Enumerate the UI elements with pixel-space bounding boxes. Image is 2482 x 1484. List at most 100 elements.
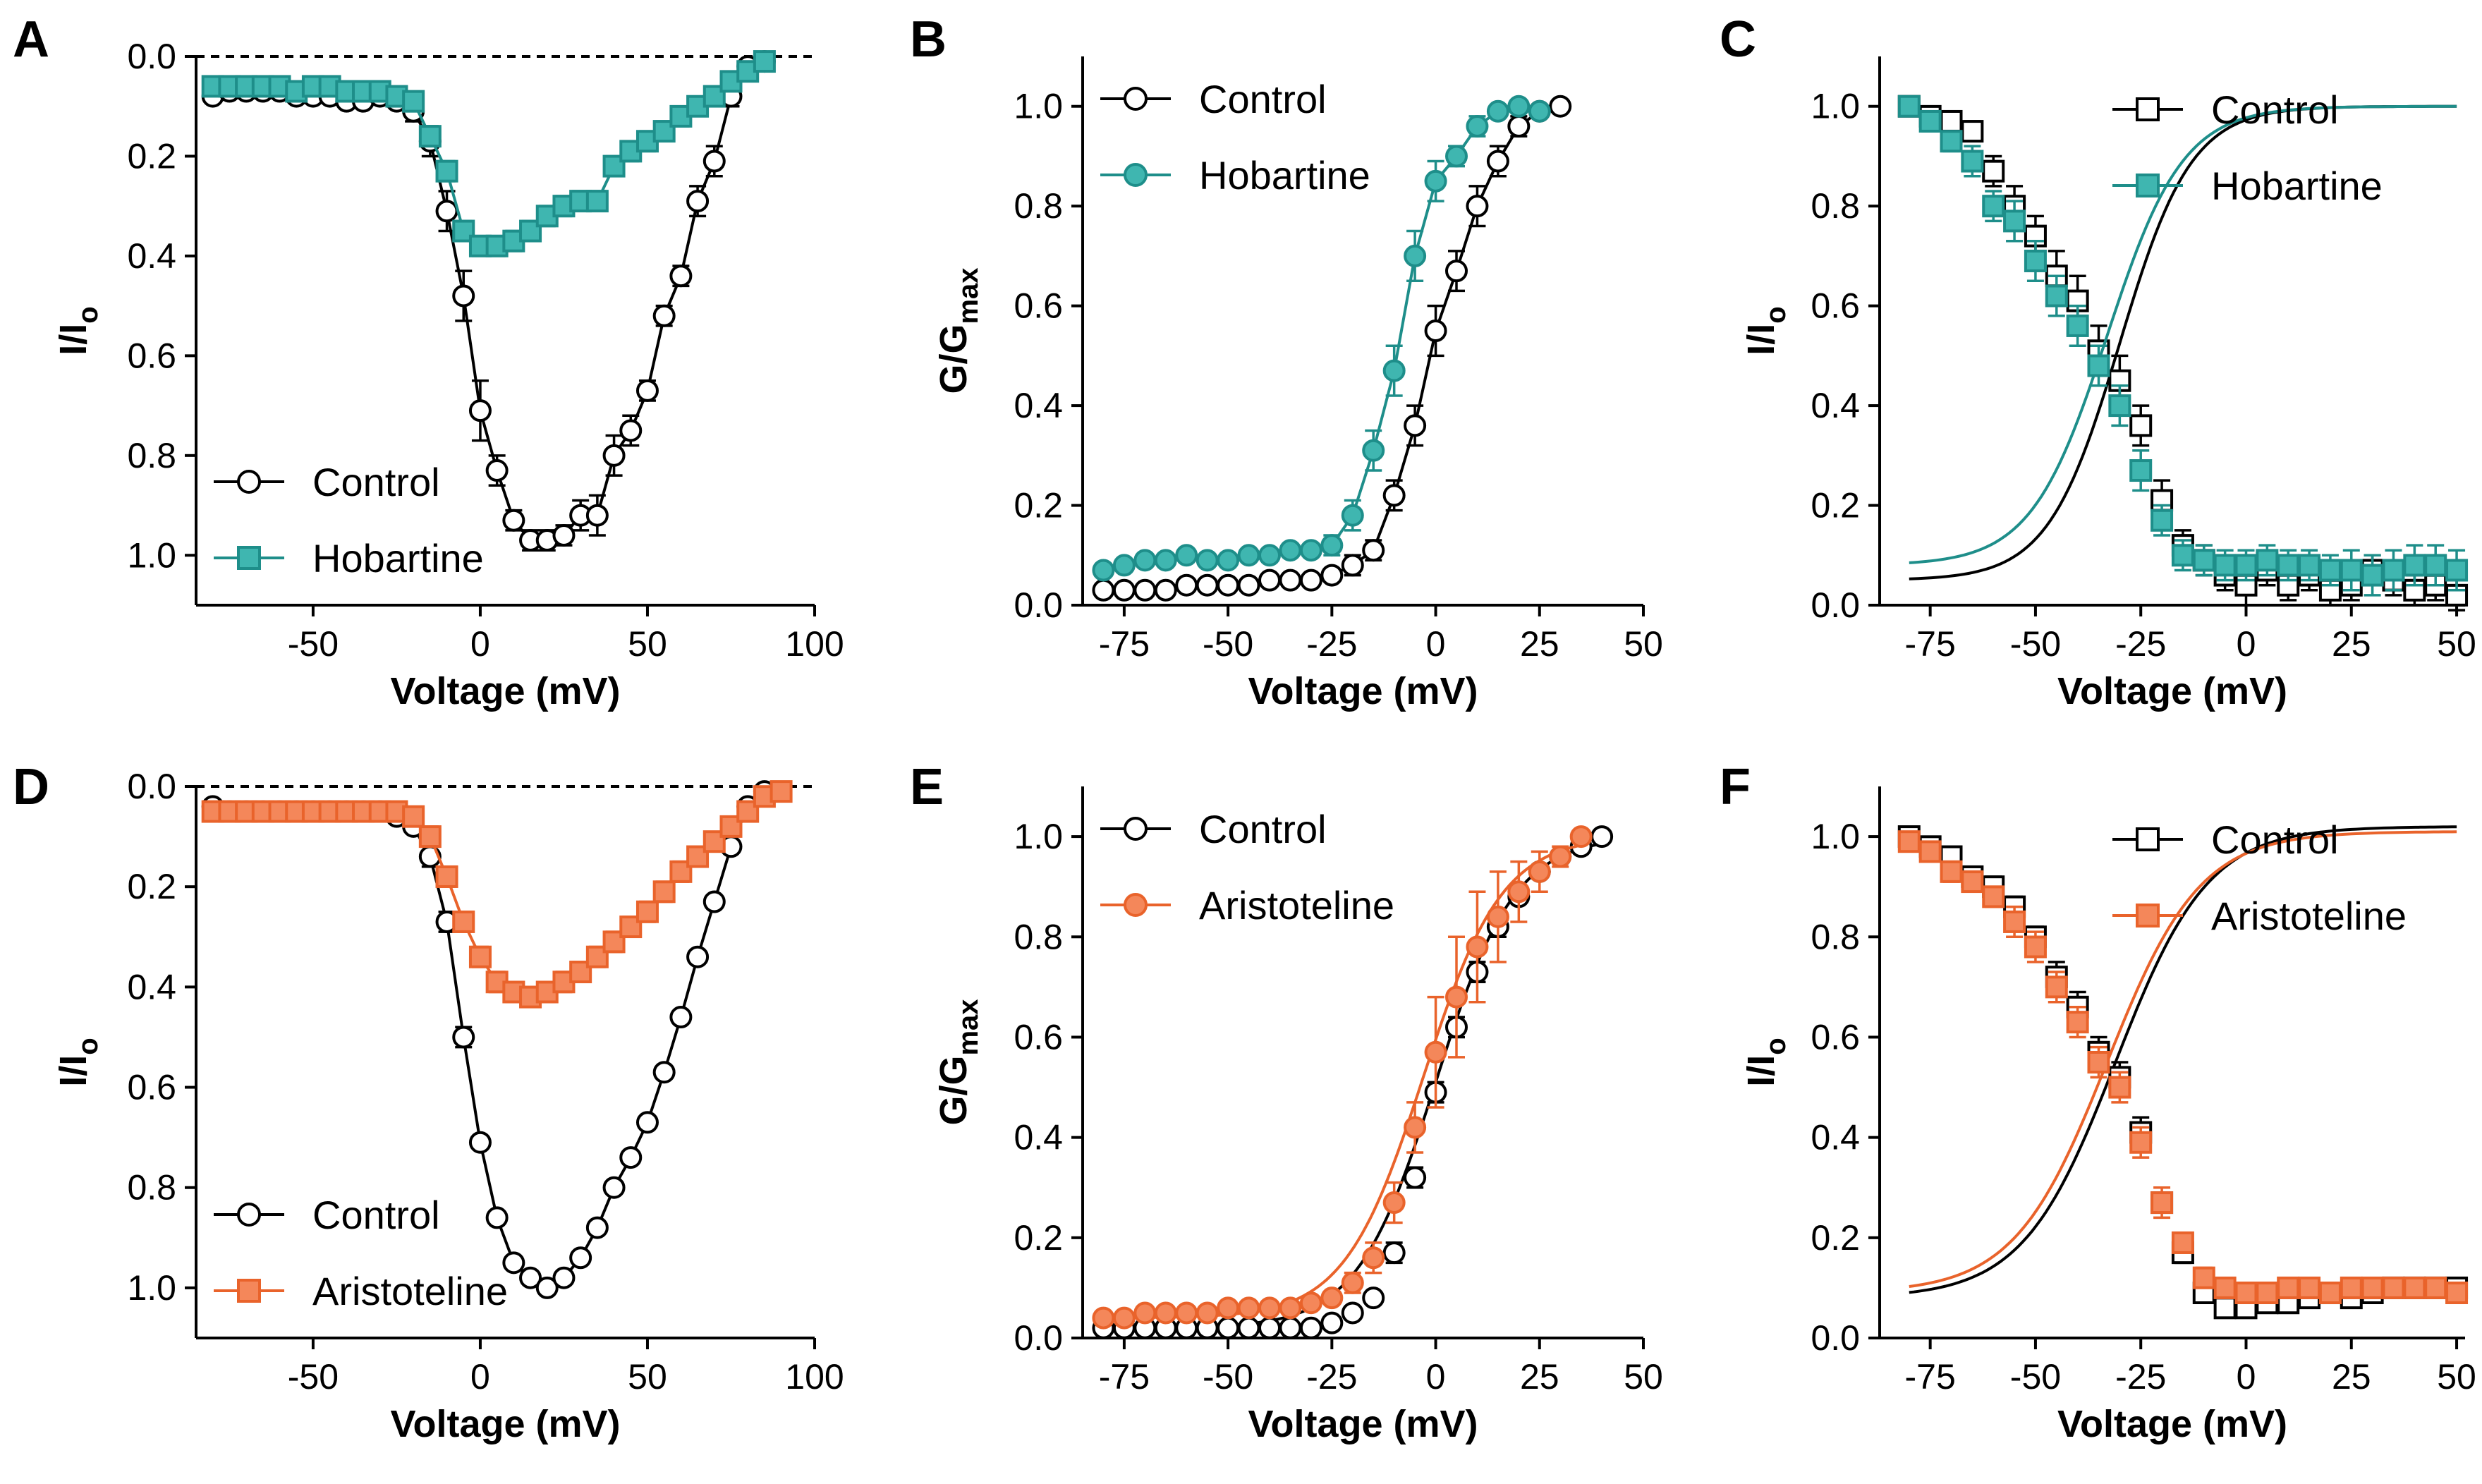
series-aristoteline xyxy=(1092,825,1593,1330)
data-point xyxy=(769,780,793,803)
legend-marker xyxy=(1124,163,1148,187)
data-point xyxy=(1528,860,1551,883)
series-control xyxy=(1092,95,1572,602)
x-tick-label: -25 xyxy=(1306,624,1357,664)
x-axis-title: Voltage (mV) xyxy=(2057,1403,2287,1445)
data-point xyxy=(1320,564,1344,587)
data-point xyxy=(652,880,676,904)
data-point xyxy=(1404,244,1427,267)
data-point xyxy=(736,800,760,823)
legend: Control Aristoteline xyxy=(214,1193,508,1313)
data-point xyxy=(602,1176,626,1199)
y-tick-label: 0.2 xyxy=(127,867,176,906)
data-point xyxy=(1133,549,1157,572)
data-point xyxy=(602,444,626,467)
y-tick-label: 1.0 xyxy=(1811,87,1860,126)
panel-letter: F xyxy=(1720,759,1751,815)
x-tick-label: 50 xyxy=(2437,1357,2476,1397)
data-point xyxy=(1133,1301,1157,1325)
y-tick-label: 0.2 xyxy=(127,136,176,176)
panel-letter: A xyxy=(13,11,49,68)
y-axis-title-main: I/I xyxy=(1740,324,1782,355)
x-axis-title: Voltage (mV) xyxy=(390,670,620,712)
data-point xyxy=(485,1206,509,1229)
x-tick-label: 50 xyxy=(628,1357,667,1397)
data-point xyxy=(2318,559,2342,582)
panel-letter: E xyxy=(910,759,944,815)
data-point xyxy=(1237,544,1260,567)
data-point xyxy=(1258,568,1281,592)
data-point xyxy=(1528,99,1551,123)
data-point xyxy=(2151,509,2174,532)
data-point xyxy=(1154,1301,1177,1325)
data-point xyxy=(2234,1282,2258,1305)
y-tick-label: 0.6 xyxy=(1014,286,1063,326)
data-point xyxy=(1982,885,2005,908)
data-point xyxy=(569,1246,592,1270)
data-point xyxy=(1424,320,1447,342)
data-point xyxy=(1279,539,1302,562)
panel-e: E 0.0 0.2 0.4 0.6 0.8 1.0 -75 -50 -25 0 25 50 Voltage… xyxy=(910,759,1663,1445)
y-tick-label: 0.4 xyxy=(127,236,176,276)
x-axis-title: Voltage (mV) xyxy=(2057,670,2287,712)
y-tick-label: 0.8 xyxy=(1811,186,1860,226)
data-point xyxy=(1154,578,1177,602)
data-point xyxy=(1445,260,1468,283)
data-point xyxy=(585,190,609,213)
data-point xyxy=(2403,1276,2426,1299)
data-point xyxy=(468,399,492,422)
data-point xyxy=(1279,568,1302,592)
data-point xyxy=(1486,150,1509,173)
x-tick-label: -50 xyxy=(288,1357,339,1397)
y-axis-title-subscript: max xyxy=(953,267,984,324)
data-point xyxy=(1217,573,1240,597)
data-point xyxy=(452,284,475,308)
data-point xyxy=(1258,544,1281,567)
panel-letter: D xyxy=(13,759,49,815)
legend-item: Aristoteline xyxy=(2112,894,2407,938)
legend-marker xyxy=(2136,904,2160,928)
x-tick-label: -75 xyxy=(1099,1357,1150,1397)
x-tick-label: 0 xyxy=(470,1357,490,1397)
panel-f: F 0.0 0.2 0.4 0.6 0.8 1.0 -75 -50 -25 0 25 50 Voltage… xyxy=(1720,759,2476,1445)
y-axis-title: I/Io xyxy=(52,306,104,355)
series-line xyxy=(1909,104,2457,564)
legend-label: Control xyxy=(1199,77,1327,121)
legend: Control Hobartine xyxy=(214,460,484,580)
y-axis-title: G/Gmax xyxy=(932,267,984,394)
data-point xyxy=(1299,539,1322,562)
legend-item: Control xyxy=(1100,807,1327,851)
panel-letter: C xyxy=(1720,11,1756,68)
y-tick-label: 0.0 xyxy=(1014,585,1063,625)
data-point xyxy=(2424,1276,2447,1299)
legend-marker xyxy=(237,1279,261,1303)
data-point xyxy=(552,1266,576,1289)
data-point xyxy=(1196,1301,1219,1325)
data-point xyxy=(635,900,659,923)
series-hobartine xyxy=(1092,95,1551,582)
data-point xyxy=(1112,1306,1136,1330)
y-tick-label: 0.0 xyxy=(127,37,176,76)
data-point xyxy=(1258,1316,1281,1339)
legend-label: Hobartine xyxy=(1199,153,1370,197)
data-point xyxy=(702,150,726,173)
legend-item: Control xyxy=(2112,817,2339,862)
y-tick-label: 0.2 xyxy=(1014,486,1063,525)
data-point xyxy=(452,910,475,933)
y-tick-label: 0.0 xyxy=(1811,585,1860,625)
data-point xyxy=(1320,534,1344,557)
legend-item: Hobartine xyxy=(2112,164,2383,208)
data-point xyxy=(1299,1291,1322,1315)
data-point xyxy=(2382,1276,2405,1299)
x-axis-title: Voltage (mV) xyxy=(1248,670,1478,712)
y-tick-label: 0.6 xyxy=(127,336,176,375)
y-tick-label: 0.0 xyxy=(1811,1318,1860,1358)
x-tick-label: -25 xyxy=(2115,1357,2166,1397)
data-point xyxy=(702,85,726,108)
data-point xyxy=(1445,145,1468,168)
y-axis-title-subscript: o xyxy=(1760,306,1791,323)
data-point xyxy=(502,509,525,532)
data-point xyxy=(1237,1296,1260,1320)
legend-item: Control xyxy=(2112,87,2339,132)
data-point xyxy=(1341,1301,1364,1325)
